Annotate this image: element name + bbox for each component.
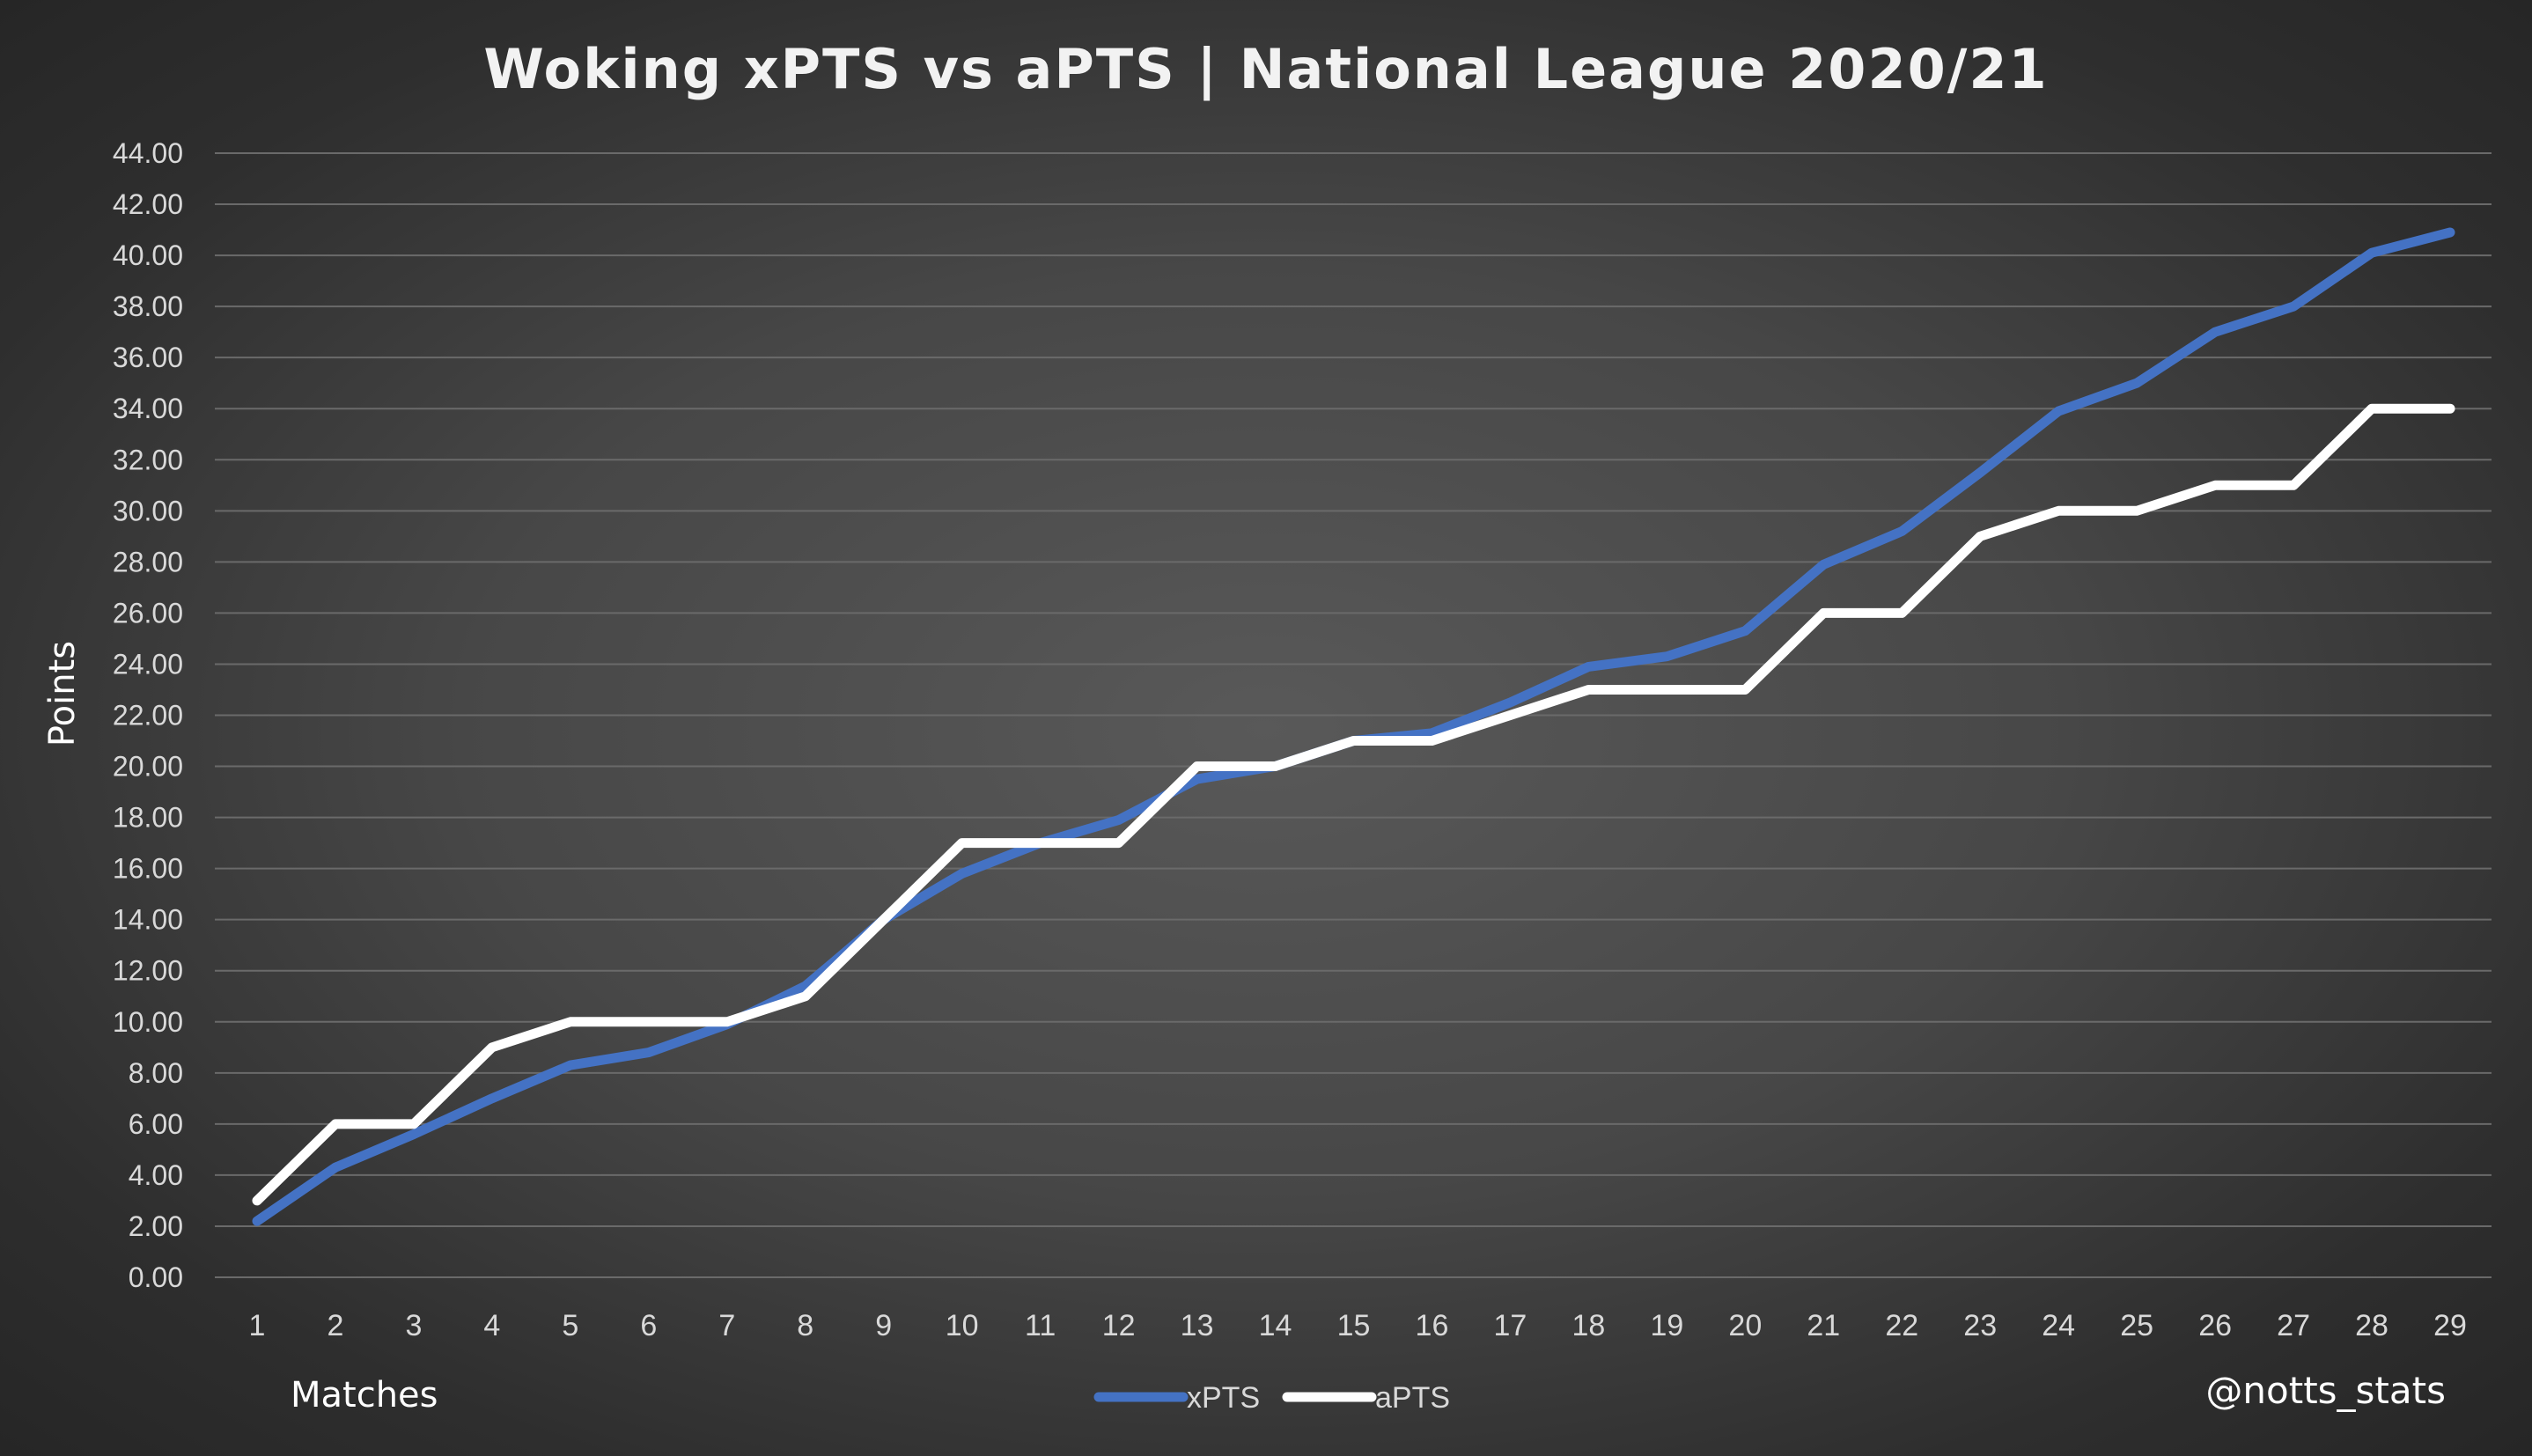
y-tick-label: 22.00 xyxy=(113,700,183,732)
y-tick-label: 2.00 xyxy=(129,1210,183,1242)
x-tick-label: 4 xyxy=(483,1309,500,1342)
y-tick-label: 34.00 xyxy=(113,393,183,424)
x-tick-label: 29 xyxy=(2433,1309,2467,1342)
x-tick-label: 5 xyxy=(562,1309,578,1342)
y-tick-label: 6.00 xyxy=(129,1108,183,1140)
x-tick-label: 6 xyxy=(640,1309,657,1342)
y-tick-label: 40.00 xyxy=(113,239,183,271)
legend-label-xpts: xPTS xyxy=(1187,1381,1260,1415)
y-tick-label: 24.00 xyxy=(113,648,183,680)
y-tick-label: 0.00 xyxy=(129,1261,183,1293)
x-tick-label: 15 xyxy=(1337,1309,1371,1342)
x-tick-label: 21 xyxy=(1807,1309,1840,1342)
y-tick-label: 38.00 xyxy=(113,290,183,322)
x-tick-label: 24 xyxy=(2042,1309,2075,1342)
x-tick-label: 25 xyxy=(2120,1309,2153,1342)
x-tick-label: 3 xyxy=(405,1309,422,1342)
x-tick-label: 12 xyxy=(1102,1309,1136,1342)
x-tick-label: 26 xyxy=(2198,1309,2232,1342)
y-tick-label: 30.00 xyxy=(113,495,183,526)
x-tick-label: 11 xyxy=(1025,1309,1056,1342)
x-tick-label: 27 xyxy=(2277,1309,2310,1342)
legend: xPTS aPTS xyxy=(1093,1381,1450,1415)
x-tick-label: 14 xyxy=(1259,1309,1292,1342)
x-tick-label: 2 xyxy=(328,1309,344,1342)
y-tick-label: 32.00 xyxy=(113,444,183,475)
x-tick-label: 9 xyxy=(875,1309,892,1342)
y-tick-label: 18.00 xyxy=(113,802,183,834)
x-tick-label: 13 xyxy=(1181,1309,1214,1342)
y-tick-label: 20.00 xyxy=(113,751,183,783)
y-tick-label: 28.00 xyxy=(113,546,183,577)
x-tick-label: 8 xyxy=(797,1309,813,1342)
x-tick-label: 28 xyxy=(2355,1309,2388,1342)
x-tick-label: 1 xyxy=(249,1309,266,1342)
y-tick-label: 12.00 xyxy=(113,955,183,987)
y-tick-label: 14.00 xyxy=(113,904,183,936)
x-axis-label: Matches xyxy=(291,1375,438,1416)
y-tick-label: 42.00 xyxy=(113,188,183,220)
x-axis-ticks: 1 2 3 4 5 6 7 8 9 10 11 12 13 14 15 16 17 18 19 20 21 22 23 24 2… xyxy=(249,1309,2467,1342)
x-tick-label: 23 xyxy=(1963,1309,1997,1342)
credit-label: @notts_stats xyxy=(2205,1369,2446,1412)
x-tick-label: 19 xyxy=(1650,1309,1683,1342)
x-tick-label: 10 xyxy=(946,1309,979,1342)
x-tick-label: 18 xyxy=(1571,1309,1605,1342)
y-tick-label: 4.00 xyxy=(129,1159,183,1191)
y-axis-ticks: 0.00 2.00 4.00 6.00 8.00 10.00 12.00 14.00 16.00… xyxy=(113,137,183,1293)
y-tick-label: 16.00 xyxy=(113,853,183,885)
y-axis-label: Points xyxy=(42,641,83,746)
x-tick-label: 20 xyxy=(1728,1309,1762,1342)
y-tick-label: 44.00 xyxy=(113,137,183,169)
y-tick-label: 36.00 xyxy=(113,342,183,373)
x-tick-label: 7 xyxy=(718,1309,735,1342)
gridlines xyxy=(215,152,2492,1278)
series-lines xyxy=(252,227,2455,1226)
chart-title: Woking xPTS vs aPTS | National League 20… xyxy=(483,37,2048,102)
y-tick-label: 26.00 xyxy=(113,597,183,629)
series-line-apts xyxy=(252,403,2455,1206)
x-tick-label: 22 xyxy=(1885,1309,1918,1342)
y-tick-label: 8.00 xyxy=(129,1057,183,1089)
x-tick-label: 17 xyxy=(1494,1309,1527,1342)
x-tick-label: 16 xyxy=(1416,1309,1449,1342)
legend-label-apts: aPTS xyxy=(1375,1381,1450,1415)
y-tick-label: 10.00 xyxy=(113,1006,183,1038)
